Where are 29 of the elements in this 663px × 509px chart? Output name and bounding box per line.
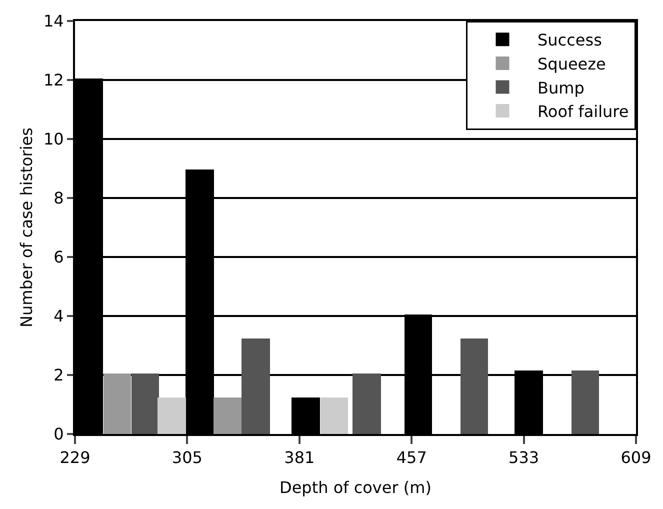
x-tick-label: 381 <box>284 448 315 468</box>
bar <box>214 398 242 434</box>
x-tick-label: 229 <box>60 448 90 468</box>
bar <box>242 338 270 434</box>
bar <box>320 398 348 434</box>
y-tick-label: 8 <box>54 188 64 208</box>
y-tick-label: 10 <box>43 130 64 149</box>
y-axis-title: Number of case histories <box>17 128 36 328</box>
y-tick-label: 12 <box>43 70 64 90</box>
y-tick-label: 2 <box>54 366 64 385</box>
bar <box>132 374 159 434</box>
x-tick-label: 609 <box>620 448 652 468</box>
bar <box>572 370 599 434</box>
legend-label: Squeeze <box>538 54 606 74</box>
bar <box>352 374 381 434</box>
y-tick-label: 0 <box>54 424 64 444</box>
y-tick-label: 6 <box>54 248 64 267</box>
legend-label: Roof failure <box>538 102 629 122</box>
bar <box>460 338 488 434</box>
x-tick-label: 457 <box>396 448 427 468</box>
x-axis-title: Depth of cover (m) <box>280 478 432 497</box>
bar <box>158 398 186 434</box>
y-tick-label: 14 <box>43 12 64 31</box>
y-tick-label: 4 <box>54 306 64 326</box>
x-tick-label: 533 <box>508 448 540 468</box>
bar <box>104 374 131 434</box>
legend-label: Success <box>538 30 602 50</box>
legend-label: Bump <box>538 78 584 98</box>
x-tick-label: 305 <box>172 448 202 468</box>
